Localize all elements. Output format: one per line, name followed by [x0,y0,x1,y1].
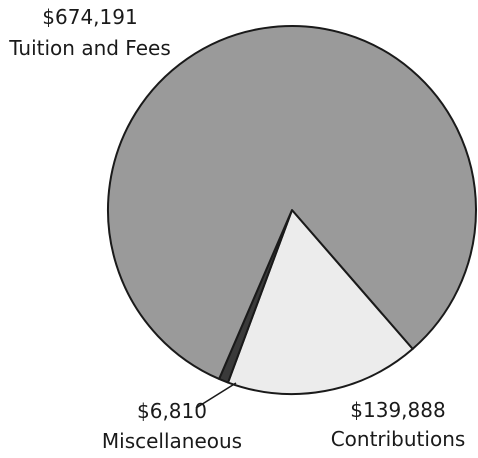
slice-value-label-tuition-and-fees: $674,191 [42,5,137,29]
slice-category-label-tuition-and-fees: Tuition and Fees [8,36,171,60]
slice-category-label-miscellaneous: Miscellaneous [102,429,242,453]
slice-value-label-miscellaneous: $6,810 [137,399,207,423]
pie-slices [107,25,477,396]
pie-slice-contributions [227,209,414,396]
slice-value-label-contributions: $139,888 [350,398,445,422]
leader-line-miscellaneous [195,382,237,409]
slice-category-label-contributions: Contributions [331,427,466,451]
pie-slice-tuition-and-fees [107,25,477,380]
